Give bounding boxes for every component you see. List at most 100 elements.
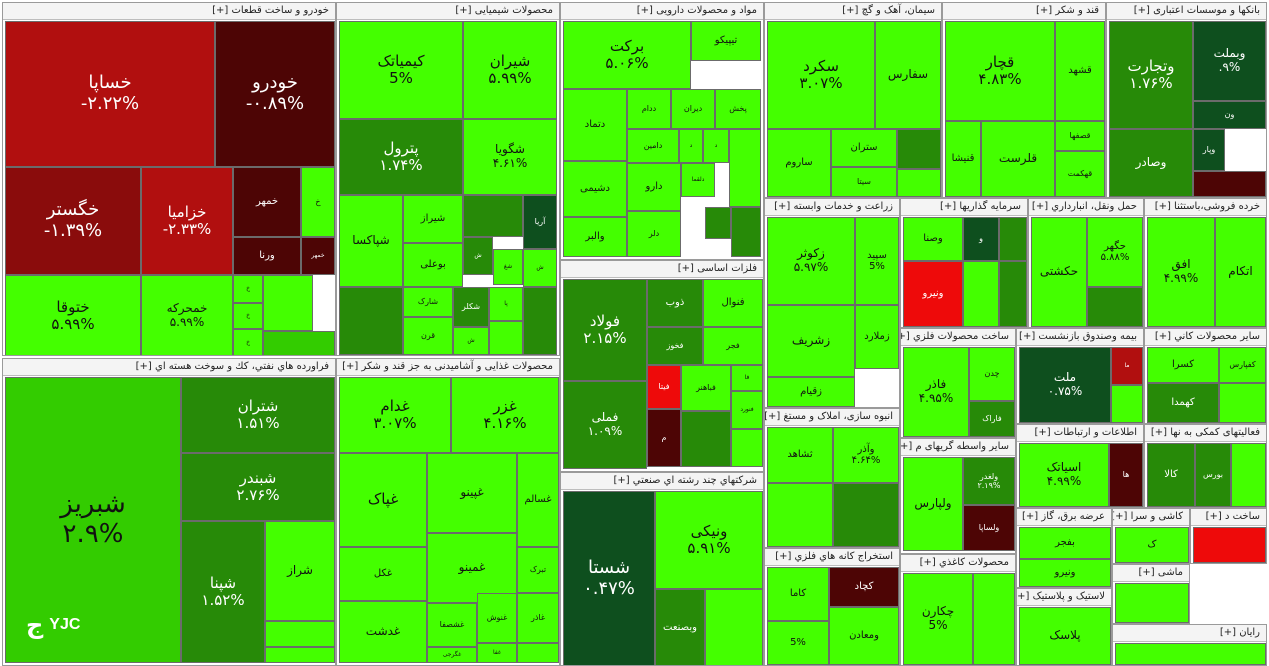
stock-tile[interactable]: خ: [301, 167, 335, 237]
stock-tile[interactable]: [897, 129, 941, 169]
stock-tile[interactable]: ها: [1109, 443, 1143, 507]
stock-tile[interactable]: ختوقا ۵.۹۹%: [5, 275, 141, 355]
stock-tile[interactable]: پلاسک: [1019, 607, 1111, 665]
stock-tile[interactable]: ما: [1111, 347, 1143, 385]
stock-tile[interactable]: وصنا: [903, 217, 963, 261]
sector-title[interactable]: خرده فروشی،باستثنا [+]: [1145, 199, 1266, 216]
stock-tile[interactable]: [833, 483, 899, 547]
stock-tile[interactable]: والبر: [563, 217, 627, 257]
stock-tile[interactable]: بفجر: [1019, 527, 1111, 559]
stock-tile[interactable]: فجر: [703, 327, 763, 365]
stock-tile[interactable]: [1111, 385, 1143, 423]
sector-title[interactable]: رایان [+]: [1113, 625, 1266, 642]
stock-tile[interactable]: فاذر ۴.۹۵%: [903, 347, 969, 437]
stock-tile[interactable]: غمینو: [427, 533, 517, 603]
stock-tile[interactable]: دیران: [671, 89, 715, 129]
stock-tile[interactable]: [517, 643, 559, 663]
stock-tile[interactable]: م: [647, 409, 681, 467]
stock-tile[interactable]: تبرک: [517, 547, 559, 593]
stock-tile[interactable]: [963, 261, 999, 327]
stock-tile[interactable]: شیران ۵.۹۹%: [463, 21, 557, 119]
sector-title[interactable]: زراعت و خدمات وابسته [+]: [765, 199, 899, 216]
stock-tile[interactable]: قنیشا: [945, 121, 981, 197]
sector-title[interactable]: شرکتهاي چند رشته اي صنعتي [+]: [561, 473, 763, 490]
stock-tile[interactable]: ونیرو: [1019, 559, 1111, 587]
stock-tile[interactable]: دامین: [627, 129, 679, 163]
stock-tile[interactable]: شراز: [265, 521, 335, 621]
stock-tile[interactable]: کاما: [767, 567, 829, 621]
sector-title[interactable]: سایر واسطه گریهای م [+]: [901, 439, 1015, 456]
stock-tile[interactable]: ساروم: [767, 129, 831, 197]
stock-tile[interactable]: ونیکی ۵.۹۱%: [655, 491, 763, 589]
stock-tile[interactable]: خ: [233, 329, 263, 355]
stock-tile[interactable]: غپینو: [427, 453, 517, 533]
stock-tile[interactable]: ونیرو: [903, 261, 963, 327]
stock-tile[interactable]: قصفها: [1055, 121, 1105, 151]
sector-title[interactable]: سیمان، آهک و گچ [+]: [765, 3, 941, 20]
stock-tile[interactable]: غنوش: [477, 593, 517, 643]
stock-tile[interactable]: ومعادن: [829, 607, 899, 665]
stock-tile[interactable]: شکلر: [453, 287, 489, 327]
stock-tile[interactable]: [705, 589, 763, 665]
sector-title[interactable]: بانکها و موسسات اعتباری [+]: [1107, 3, 1266, 20]
sector-title[interactable]: ماشی [+]: [1113, 565, 1189, 582]
stock-tile[interactable]: زشریف: [767, 305, 855, 377]
sector-title[interactable]: استخراج کانه هاي فلزي [+]: [765, 549, 899, 566]
stock-tile[interactable]: [263, 275, 313, 331]
stock-tile[interactable]: شپنا ۱.۵۲%: [181, 521, 265, 663]
stock-tile[interactable]: ش: [463, 237, 493, 275]
stock-tile[interactable]: سیتا: [831, 167, 897, 197]
stock-tile[interactable]: پا: [489, 287, 523, 321]
stock-tile[interactable]: فاراک: [969, 401, 1015, 437]
stock-tile[interactable]: [999, 261, 1027, 327]
stock-tile[interactable]: خ: [233, 275, 263, 303]
stock-tile[interactable]: [999, 217, 1027, 261]
stock-tile[interactable]: قچار ۴.۸۳%: [945, 21, 1055, 121]
stock-tile[interactable]: کیمیاتک 5%: [339, 21, 463, 119]
sector-title[interactable]: حمل ونقل، انبارداري [+]: [1029, 199, 1143, 216]
sector-title[interactable]: محصولات شیمیایی [+]: [337, 3, 559, 20]
stock-tile[interactable]: شبندر ۲.۷۶%: [181, 453, 335, 521]
stock-tile[interactable]: و: [963, 217, 999, 261]
stock-tile[interactable]: شتران ۱.۵۱%: [181, 377, 335, 453]
sector-title[interactable]: فراورده هاي نفتي، كك و سوخت هسته اي [+]: [3, 359, 335, 376]
stock-tile[interactable]: بوعلی: [403, 243, 463, 287]
stock-tile[interactable]: وآذر ۴.۶۴%: [833, 427, 899, 483]
stock-tile[interactable]: فیتا: [647, 365, 681, 409]
stock-tile[interactable]: حگهر ۵.۸۸%: [1087, 217, 1143, 287]
stock-tile[interactable]: وصادر: [1109, 129, 1193, 197]
stock-tile[interactable]: ون: [1193, 101, 1266, 129]
stock-tile[interactable]: فباهنر: [681, 365, 731, 411]
stock-tile[interactable]: وپار: [1193, 129, 1225, 171]
sector-title[interactable]: کاشی و سرا [+]: [1113, 509, 1189, 526]
stock-tile[interactable]: شغ: [493, 249, 523, 285]
stock-tile[interactable]: [705, 207, 731, 239]
sector-title[interactable]: ساخت محصولات فلزي [+]: [901, 329, 1015, 346]
stock-tile[interactable]: برکت ۵.۰۶%: [563, 21, 691, 89]
stock-tile[interactable]: ورنا: [233, 237, 301, 275]
stock-tile[interactable]: قلرست: [981, 121, 1055, 197]
stock-tile[interactable]: غدام ۳.۰۷%: [339, 377, 451, 453]
stock-tile[interactable]: دلر: [627, 211, 681, 257]
stock-tile[interactable]: شگویا ۴.۶۱%: [463, 119, 557, 195]
stock-tile[interactable]: [729, 129, 761, 207]
stock-tile[interactable]: خمهر: [301, 237, 335, 275]
stock-tile[interactable]: ش: [453, 327, 489, 355]
stock-tile[interactable]: [1193, 527, 1266, 563]
sector-title[interactable]: انبوه سازی، املاک و مستغ [+]: [765, 409, 899, 426]
stock-tile[interactable]: دتماد: [563, 89, 627, 161]
stock-tile[interactable]: حکشتی: [1031, 217, 1087, 327]
stock-tile[interactable]: [1087, 287, 1143, 327]
stock-tile[interactable]: د: [703, 129, 729, 163]
sector-title[interactable]: سرمایه گذاریها [+]: [901, 199, 1027, 216]
stock-tile[interactable]: دارو: [627, 163, 681, 211]
stock-tile[interactable]: [463, 195, 523, 237]
stock-tile[interactable]: زقیام: [767, 377, 855, 407]
stock-tile[interactable]: خساپا -۲.۲۲%: [5, 21, 215, 167]
sector-title[interactable]: ساخت د [+]: [1191, 509, 1266, 526]
stock-tile[interactable]: فا: [731, 365, 763, 391]
stock-tile[interactable]: ولساپا: [963, 505, 1015, 551]
stock-tile[interactable]: زملارد: [855, 305, 899, 369]
stock-tile[interactable]: غدشت: [339, 601, 427, 663]
stock-tile[interactable]: ستران: [831, 129, 897, 167]
